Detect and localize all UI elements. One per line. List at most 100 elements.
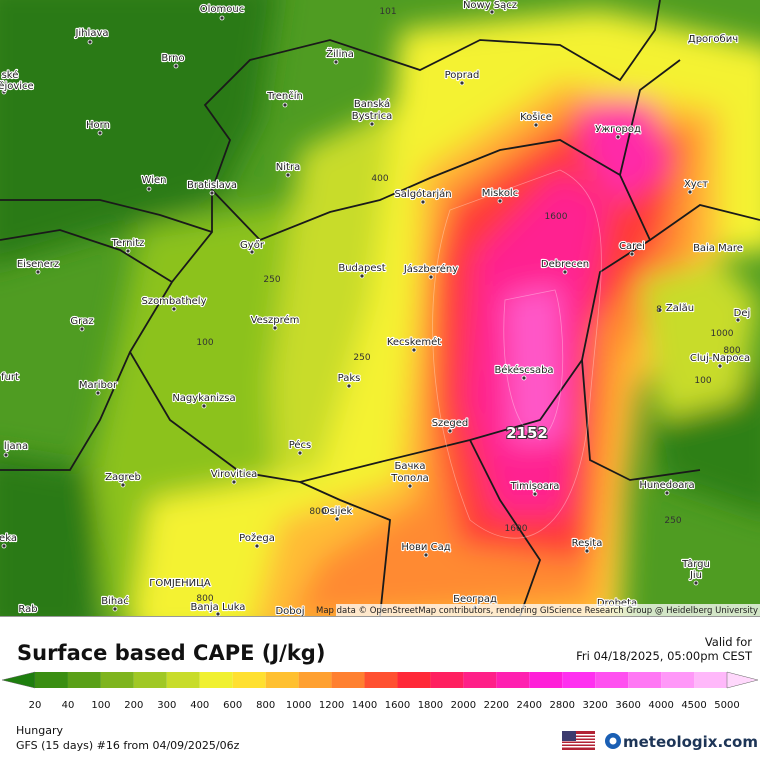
max-value: 2152 bbox=[506, 424, 548, 442]
city-label: Nagykanizsa bbox=[172, 393, 235, 404]
city-dot bbox=[533, 122, 539, 128]
colorbar-label: 800 bbox=[256, 700, 275, 711]
contour-label: 1000 bbox=[711, 329, 734, 339]
city-dot bbox=[112, 606, 118, 612]
city-label: Debrecen bbox=[541, 259, 589, 270]
city-label: ějovice bbox=[0, 80, 34, 92]
city-label: Olomouc bbox=[200, 4, 244, 15]
city-dot bbox=[97, 130, 103, 136]
colorbar-segment bbox=[199, 672, 233, 688]
colorbar-segment bbox=[133, 672, 167, 688]
city-dot bbox=[1, 89, 7, 95]
city-dot bbox=[717, 363, 723, 369]
city-dot bbox=[209, 190, 215, 196]
city-label: ljana bbox=[4, 441, 28, 452]
attribution: Map data © OpenStreetMap contributors, r… bbox=[316, 606, 758, 616]
colorbar-segment bbox=[35, 672, 68, 688]
colorbar-segment bbox=[661, 672, 695, 688]
colorbar: 20 40 100 200 300 400 600 800 1000 1200 1400 1600 18… bbox=[1, 671, 759, 711]
city-label: Dej bbox=[734, 308, 751, 319]
city-dot bbox=[171, 306, 177, 312]
city-label: Graz bbox=[70, 316, 93, 327]
city-dot bbox=[249, 249, 255, 255]
city-dot bbox=[497, 198, 503, 204]
city-label: Maribor bbox=[79, 380, 118, 391]
contour-label: 250 bbox=[664, 516, 681, 526]
attribution-bg bbox=[336, 604, 760, 616]
city-label: Bihać bbox=[101, 595, 129, 607]
us-flag bbox=[562, 731, 595, 750]
city-dot bbox=[411, 347, 417, 353]
city-label: Doboj bbox=[275, 606, 304, 617]
city-dot bbox=[657, 307, 663, 313]
colorbar-arrow-high bbox=[726, 671, 759, 689]
colorbar-label: 1600 bbox=[385, 700, 410, 711]
city-label: Veszprém bbox=[251, 314, 300, 326]
city-label: Győr bbox=[240, 239, 265, 251]
city-dot bbox=[219, 15, 225, 21]
city-dot bbox=[297, 450, 303, 456]
city-dot bbox=[346, 383, 352, 389]
city-label: Ужгород bbox=[595, 124, 641, 135]
city-dot bbox=[447, 428, 453, 434]
colorbar-segment bbox=[595, 672, 629, 688]
colorbar-label: 40 bbox=[62, 700, 75, 711]
city-label: Pécs bbox=[289, 439, 312, 451]
city-label: Carei bbox=[619, 241, 645, 252]
colorbar-label: 2000 bbox=[451, 700, 476, 711]
contours-lines bbox=[432, 169, 602, 539]
colorbar-segment bbox=[529, 672, 563, 688]
city-label: Zalău bbox=[666, 303, 694, 314]
contour-label: 1600 bbox=[545, 212, 568, 222]
city-label: Wien bbox=[142, 175, 167, 186]
city-label: Hunedoara bbox=[639, 480, 694, 491]
city-dot bbox=[693, 580, 699, 586]
city-dot bbox=[87, 39, 93, 45]
city-dot bbox=[282, 102, 288, 108]
city-dot bbox=[615, 134, 621, 140]
city-dot bbox=[125, 248, 131, 254]
city-dot bbox=[95, 390, 101, 396]
city-label: Jihlava bbox=[74, 28, 108, 39]
city-label: Horn bbox=[86, 120, 110, 131]
city-label: Békéscsaba bbox=[494, 364, 553, 376]
colorbar-label: 1800 bbox=[418, 700, 443, 711]
city-label: Rab bbox=[18, 604, 37, 615]
city-label: Ternitz bbox=[111, 238, 145, 249]
colorbar-label: 3600 bbox=[615, 700, 640, 711]
brand[interactable]: meteologix.com bbox=[623, 733, 758, 751]
city-label: furt bbox=[1, 372, 19, 383]
colorbar-segment bbox=[628, 672, 662, 688]
city-label: Paks bbox=[338, 373, 361, 384]
colorbar-arrow-low bbox=[1, 671, 36, 689]
colorbar-segment bbox=[463, 672, 497, 688]
colorbar-label: 200 bbox=[124, 700, 143, 711]
colorbar-segment bbox=[496, 672, 530, 688]
city-dot bbox=[272, 325, 278, 331]
colorbar-segment bbox=[100, 672, 134, 688]
colorbar-segment bbox=[430, 672, 464, 688]
city-dot bbox=[173, 63, 179, 69]
city-dot bbox=[407, 483, 413, 489]
city-dot bbox=[629, 251, 635, 257]
city-dot bbox=[201, 403, 207, 409]
colorbar-segment bbox=[67, 672, 101, 688]
colorbar-label: 2200 bbox=[484, 700, 509, 711]
city-label: ГОМЈЕНИЦА bbox=[149, 578, 211, 589]
city-label: Београд bbox=[453, 594, 497, 605]
city-label: Salgótarján bbox=[394, 188, 451, 200]
colorbar-label: 2800 bbox=[550, 700, 575, 711]
city-dot bbox=[532, 491, 538, 497]
city-dot bbox=[584, 548, 590, 554]
colorbar-segment bbox=[232, 672, 266, 688]
city-label: Žilina bbox=[326, 47, 354, 60]
colorbar-label: 2400 bbox=[517, 700, 542, 711]
contour-label: 800 bbox=[309, 507, 326, 517]
city-label: Trenčín bbox=[266, 90, 303, 102]
colorbar-label: 20 bbox=[29, 700, 42, 711]
city-label: Eisenerz bbox=[17, 259, 59, 270]
city-dot bbox=[420, 199, 426, 205]
valid-label: Valid for bbox=[705, 635, 752, 649]
city-label: Poprad bbox=[445, 70, 480, 81]
